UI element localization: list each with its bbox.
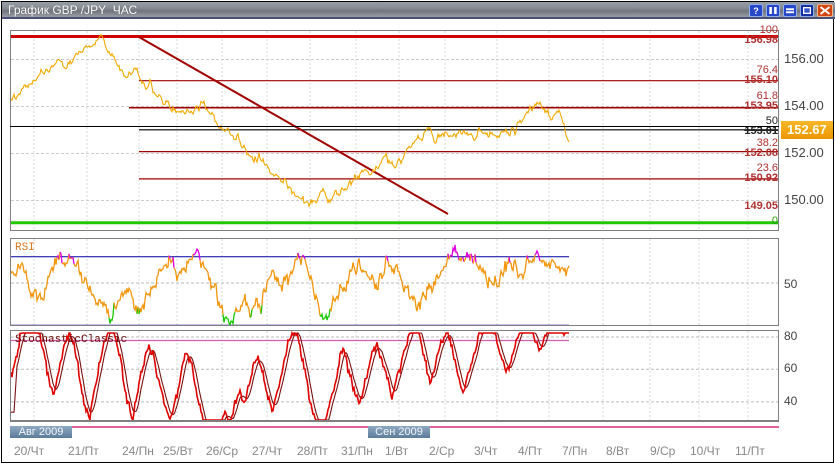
svg-text:RSI: RSI <box>15 242 35 254</box>
svg-text:?: ? <box>753 6 759 16</box>
svg-text:StochasticClassic: StochasticClassic <box>15 334 127 346</box>
